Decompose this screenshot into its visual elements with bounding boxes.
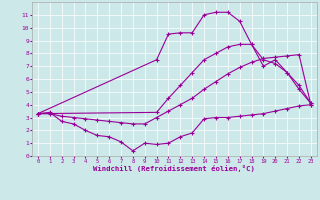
X-axis label: Windchill (Refroidissement éolien,°C): Windchill (Refroidissement éolien,°C) [93,165,255,172]
